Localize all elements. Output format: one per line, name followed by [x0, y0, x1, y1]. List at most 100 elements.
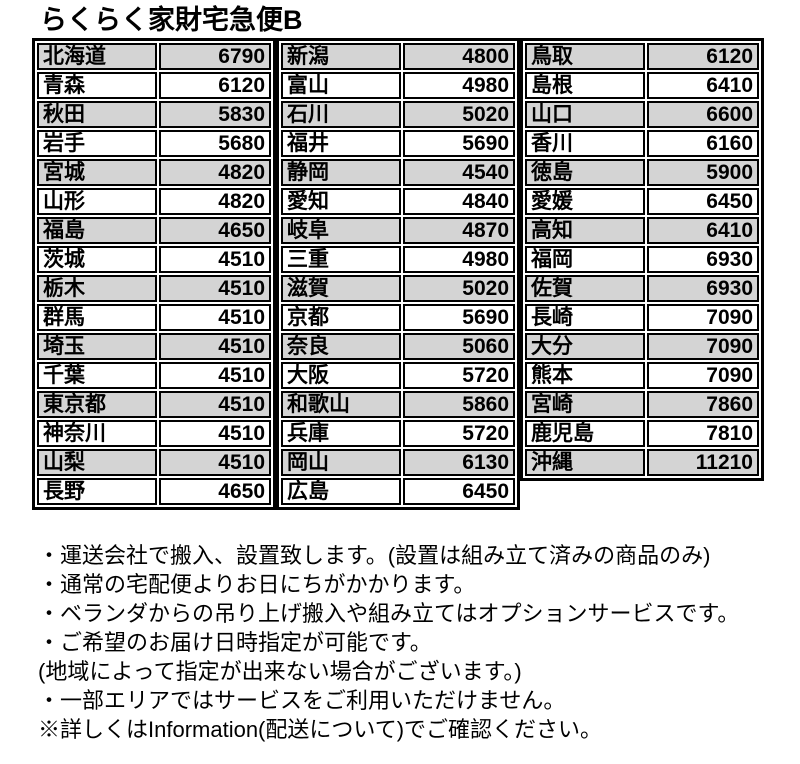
- prefecture-cell: 栃木: [37, 275, 157, 302]
- table-row: 北海道 6790: [37, 43, 271, 70]
- price-cell: 4980: [403, 246, 515, 273]
- price-cell: 4510: [159, 333, 271, 360]
- table-row: 香川 6160: [525, 130, 759, 157]
- prefecture-cell: 岩手: [37, 130, 157, 157]
- price-cell: 4510: [159, 246, 271, 273]
- table-row: 富山 4980: [281, 72, 515, 99]
- price-cell: 6160: [647, 130, 759, 157]
- price-cell: 4820: [159, 159, 271, 186]
- prefecture-cell: 沖縄: [525, 449, 645, 476]
- table-row: 長野 4650: [37, 478, 271, 505]
- table-row: 宮城 4820: [37, 159, 271, 186]
- price-cell: 5060: [403, 333, 515, 360]
- table-row: 奈良 5060: [281, 333, 515, 360]
- table-row: 石川 5020: [281, 101, 515, 128]
- price-cell: 5720: [403, 420, 515, 447]
- price-table-central: 新潟 4800 富山 4980 石川 5020 福井 5690 静岡 4540 愛知 4840 岐阜 48…: [276, 38, 520, 510]
- prefecture-cell: 長野: [37, 478, 157, 505]
- price-cell: 6410: [647, 217, 759, 244]
- price-cell: 6120: [159, 72, 271, 99]
- prefecture-cell: 兵庫: [281, 420, 401, 447]
- prefecture-cell: 大阪: [281, 362, 401, 389]
- table-row: 鹿児島 7810: [525, 420, 759, 447]
- note-line: ・ご希望のお届け日時指定が可能です。: [38, 630, 432, 655]
- prefecture-cell: 島根: [525, 72, 645, 99]
- table-row: 神奈川 4510: [37, 420, 271, 447]
- prefecture-cell: 広島: [281, 478, 401, 505]
- price-cell: 6600: [647, 101, 759, 128]
- prefecture-cell: 鳥取: [525, 43, 645, 70]
- note-line: ・一部エリアではサービスをご利用いただけません。: [38, 688, 566, 713]
- table-row: 京都 5690: [281, 304, 515, 331]
- price-table-west: 鳥取 6120 島根 6410 山口 6600 香川 6160 徳島 5900 愛媛 6450 高知 64…: [520, 38, 764, 481]
- price-cell: 4650: [159, 217, 271, 244]
- table-row: 高知 6410: [525, 217, 759, 244]
- price-cell: 7090: [647, 304, 759, 331]
- price-cell: 4650: [159, 478, 271, 505]
- price-cell: 4510: [159, 449, 271, 476]
- price-cell: 6450: [403, 478, 515, 505]
- price-cell: 5860: [403, 391, 515, 418]
- table-row: 熊本 7090: [525, 362, 759, 389]
- table-row: 島根 6410: [525, 72, 759, 99]
- prefecture-cell: 奈良: [281, 333, 401, 360]
- table-row: 宮崎 7860: [525, 391, 759, 418]
- price-cell: 6450: [647, 188, 759, 215]
- table-row: 茨城 4510: [37, 246, 271, 273]
- table-row: 愛知 4840: [281, 188, 515, 215]
- prefecture-cell: 東京都: [37, 391, 157, 418]
- price-cell: 6130: [403, 449, 515, 476]
- table-row: 福井 5690: [281, 130, 515, 157]
- table-row: 岩手 5680: [37, 130, 271, 157]
- prefecture-cell: 新潟: [281, 43, 401, 70]
- price-cell: 5690: [403, 130, 515, 157]
- price-cell: 5900: [647, 159, 759, 186]
- price-cell: 5720: [403, 362, 515, 389]
- prefecture-cell: 千葉: [37, 362, 157, 389]
- price-cell: 4800: [403, 43, 515, 70]
- prefecture-cell: 熊本: [525, 362, 645, 389]
- price-cell: 6930: [647, 275, 759, 302]
- table-row: 新潟 4800: [281, 43, 515, 70]
- table-row: 佐賀 6930: [525, 275, 759, 302]
- prefecture-cell: 佐賀: [525, 275, 645, 302]
- prefecture-cell: 石川: [281, 101, 401, 128]
- price-cell: 4510: [159, 391, 271, 418]
- price-cell: 5690: [403, 304, 515, 331]
- table-row: 静岡 4540: [281, 159, 515, 186]
- price-cell: 7860: [647, 391, 759, 418]
- table-row: 長崎 7090: [525, 304, 759, 331]
- prefecture-cell: 山形: [37, 188, 157, 215]
- prefecture-cell: 愛知: [281, 188, 401, 215]
- table-row: 和歌山 5860: [281, 391, 515, 418]
- prefecture-cell: 静岡: [281, 159, 401, 186]
- prefecture-cell: 福岡: [525, 246, 645, 273]
- prefecture-cell: 山口: [525, 101, 645, 128]
- prefecture-cell: 埼玉: [37, 333, 157, 360]
- table-row: 山形 4820: [37, 188, 271, 215]
- prefecture-cell: 宮城: [37, 159, 157, 186]
- prefecture-cell: 秋田: [37, 101, 157, 128]
- prefecture-cell: 福島: [37, 217, 157, 244]
- price-cell: 5020: [403, 101, 515, 128]
- price-cell: 7090: [647, 333, 759, 360]
- prefecture-cell: 高知: [525, 217, 645, 244]
- price-cell: 6120: [647, 43, 759, 70]
- price-cell: 4840: [403, 188, 515, 215]
- table-row: 広島 6450: [281, 478, 515, 505]
- prefecture-cell: 大分: [525, 333, 645, 360]
- prefecture-cell: 青森: [37, 72, 157, 99]
- table-row: 岐阜 4870: [281, 217, 515, 244]
- prefecture-cell: 香川: [525, 130, 645, 157]
- prefecture-cell: 岐阜: [281, 217, 401, 244]
- prefecture-cell: 愛媛: [525, 188, 645, 215]
- prefecture-cell: 宮崎: [525, 391, 645, 418]
- prefecture-cell: 福井: [281, 130, 401, 157]
- table-row: 山梨 4510: [37, 449, 271, 476]
- price-table-east: 北海道 6790 青森 6120 秋田 5830 岩手 5680 宮城 4820 山形 4820 福島 4…: [32, 38, 276, 510]
- prefecture-cell: 滋賀: [281, 275, 401, 302]
- note-line: ・運送会社で搬入、設置致します。(設置は組み立て済みの商品のみ): [38, 543, 711, 568]
- table-row: 埼玉 4510: [37, 333, 271, 360]
- price-table-area: 北海道 6790 青森 6120 秋田 5830 岩手 5680 宮城 4820 山形 4820 福島 4…: [32, 38, 800, 510]
- note-line: ※詳しくはInformation(配送について)でご確認ください。: [38, 717, 603, 742]
